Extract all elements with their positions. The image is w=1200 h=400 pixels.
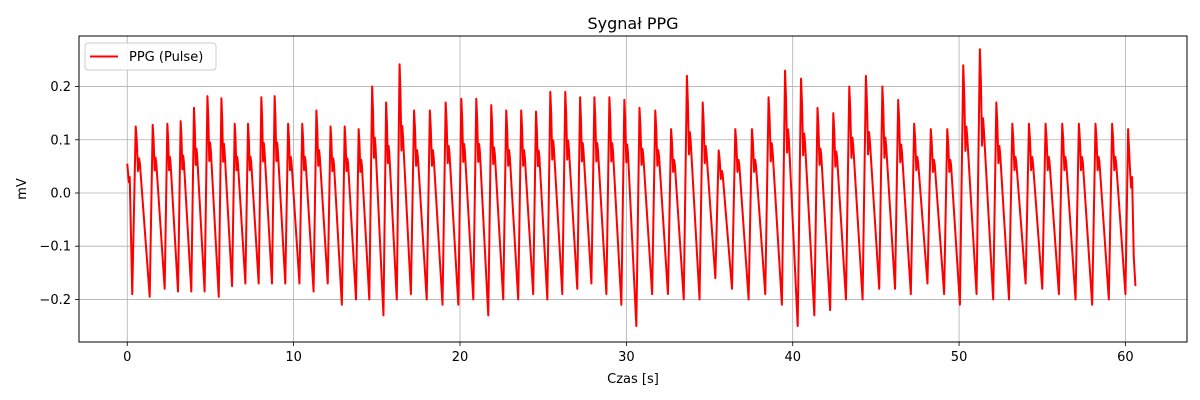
chart-title: Sygnał PPG bbox=[587, 14, 678, 33]
y-tick-label: −0.2 bbox=[39, 293, 71, 308]
x-tick-label: 10 bbox=[285, 350, 302, 365]
x-tick-label: 20 bbox=[452, 350, 469, 365]
y-tick-label: 0.0 bbox=[50, 186, 71, 201]
y-axis-title: mV bbox=[15, 178, 30, 200]
y-tick-label: 0.2 bbox=[50, 80, 71, 95]
x-tick-label: 0 bbox=[123, 350, 131, 365]
x-tick-label: 30 bbox=[618, 350, 635, 365]
x-axis-title: Czas [s] bbox=[607, 372, 659, 387]
x-tick-label: 50 bbox=[951, 350, 968, 365]
ppg-series-line bbox=[126, 48, 1137, 328]
series-layer bbox=[126, 48, 1137, 328]
y-tick-label: 0.1 bbox=[50, 133, 71, 148]
tick-layer: 0 10 20 30 40 50 60 −0.2 −0.1 0.0 0.1 0.2 bbox=[39, 80, 1133, 365]
y-tick-label: −0.1 bbox=[39, 240, 71, 255]
plot-area-background bbox=[79, 36, 1187, 342]
legend: PPG (Pulse) bbox=[84, 42, 217, 71]
x-tick-label: 60 bbox=[1117, 350, 1134, 365]
plot-area-frame bbox=[78, 35, 1188, 343]
x-tick-label: 40 bbox=[784, 350, 801, 365]
legend-box bbox=[84, 42, 217, 71]
legend-label-ppg: PPG (Pulse) bbox=[129, 50, 203, 65]
